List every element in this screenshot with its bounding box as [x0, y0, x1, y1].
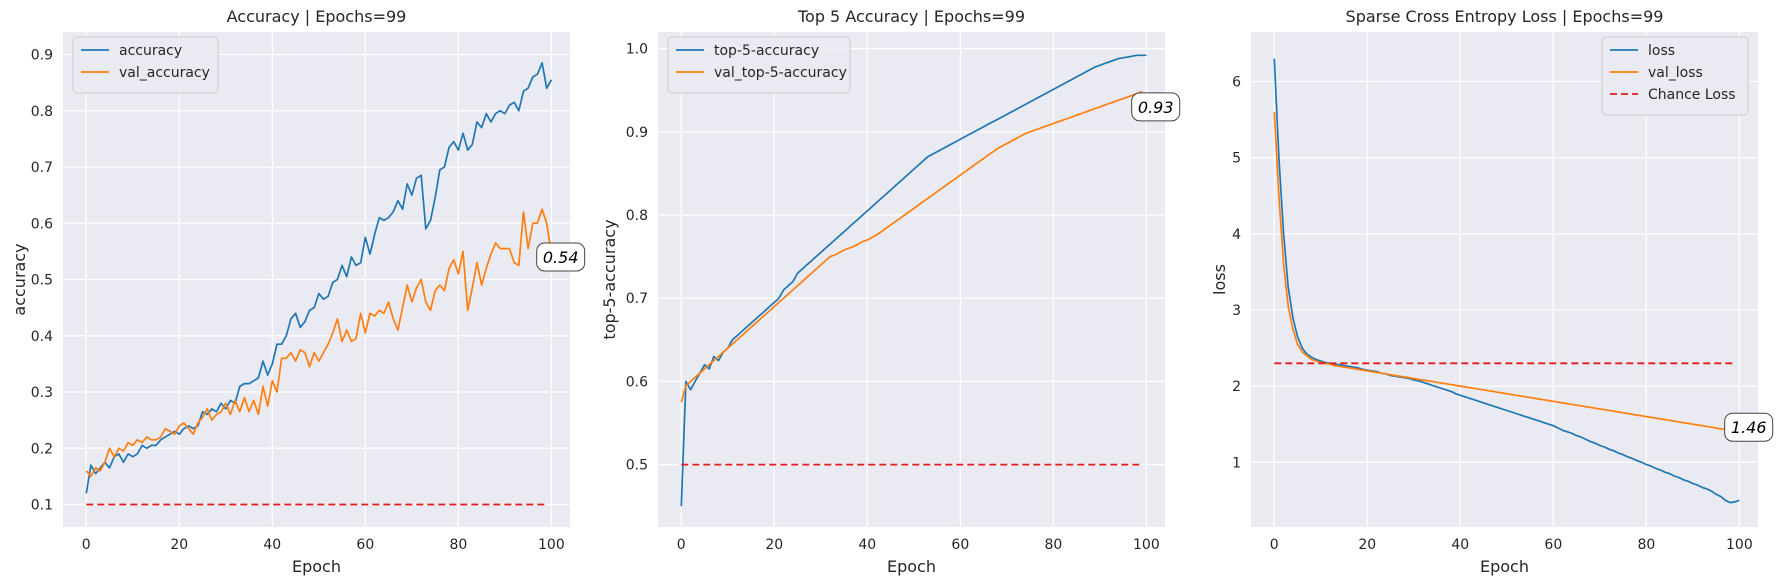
legend-label: loss — [1648, 43, 1675, 59]
y-tick-label: 0.9 — [626, 125, 648, 141]
chart-panel-2: 0 20 40 60 80 100 0.5 0.6 0.7 0.8 0.9 1.0 Epoch top-5… — [600, 7, 1181, 576]
legend-box — [667, 36, 851, 94]
annotation: 0.54 — [536, 242, 586, 272]
y-tick-label: 2 — [1232, 379, 1241, 395]
x-tick-label: 20 — [765, 537, 783, 553]
annotation: 1.46 — [1724, 412, 1774, 442]
y-tick-label: 5 — [1232, 151, 1241, 167]
y-tick-label: 0.3 — [31, 385, 53, 401]
x-axis-label: Epoch — [887, 557, 936, 576]
series-line-val-accuracy — [85, 208, 553, 478]
x-axis-label: Epoch — [1480, 557, 1529, 576]
legend: top-5-accuracy val_top-5-accuracy — [667, 36, 851, 94]
annotation-label: 0.54 — [543, 248, 579, 267]
y-tick-label: 0.9 — [31, 48, 53, 64]
y-tick-label: 0.5 — [626, 458, 648, 474]
x-tick-label: 20 — [170, 537, 188, 553]
annotation: 0.93 — [1131, 92, 1181, 122]
x-tick-label: 40 — [858, 537, 876, 553]
x-axis-label: Epoch — [292, 557, 341, 576]
x-tick-label: 60 — [356, 537, 374, 553]
annotation-box — [1724, 412, 1774, 442]
series-line-accuracy — [85, 62, 553, 494]
series-line-val-loss — [1273, 111, 1741, 441]
annotation-label: 1.46 — [1731, 418, 1767, 437]
chart-title: Accuracy | Epochs=99 — [227, 7, 407, 26]
x-tick-label: 40 — [1451, 537, 1469, 553]
x-tick-label: 0 — [1270, 537, 1279, 553]
legend: loss val_loss Chance Loss — [1601, 36, 1749, 116]
y-axis-label: accuracy — [10, 243, 29, 315]
legend-box — [72, 36, 219, 94]
chart-title: Sparse Cross Entropy Loss | Epochs=99 — [1346, 7, 1664, 26]
x-tick-label: 80 — [449, 537, 467, 553]
legend-label: accuracy — [119, 43, 182, 59]
legend-label: val_top-5-accuracy — [714, 65, 847, 81]
x-tick-label: 20 — [1358, 537, 1376, 553]
plot-area — [658, 32, 1165, 527]
y-tick-label: 6 — [1232, 75, 1241, 91]
x-tick-label: 0 — [677, 537, 686, 553]
y-axis-label: top-5-accuracy — [600, 219, 619, 339]
legend-box — [1601, 36, 1749, 116]
x-tick-label: 0 — [82, 537, 91, 553]
y-tick-label: 0.6 — [626, 374, 648, 390]
series-line-top-5-accuracy — [680, 54, 1147, 507]
legend-label: val_accuracy — [119, 65, 210, 81]
annotation-box — [536, 242, 586, 272]
y-tick-label: 1 — [1232, 455, 1241, 471]
y-tick-label: 0.1 — [31, 498, 53, 514]
y-tick-label: 0.7 — [31, 160, 53, 176]
x-tick-label: 80 — [1637, 537, 1655, 553]
annotation-label: 0.93 — [1138, 98, 1174, 117]
y-tick-label: 4 — [1232, 227, 1241, 243]
series-line-loss — [1273, 58, 1740, 504]
x-tick-label: 60 — [1544, 537, 1562, 553]
annotation-box — [1131, 92, 1181, 122]
legend-label: top-5-accuracy — [714, 43, 819, 59]
chart-panel-1: 0 20 40 60 80 100 0.1 0.2 0.3 0.4 0.5 0.6 0.7 0.8 0.9 E… — [10, 7, 586, 576]
y-tick-label: 0.4 — [31, 329, 53, 345]
y-tick-label: 1.0 — [626, 42, 648, 58]
legend: accuracy val_accuracy — [72, 36, 219, 94]
chart-title: Top 5 Accuracy | Epochs=99 — [797, 7, 1025, 26]
x-tick-label: 40 — [263, 537, 281, 553]
x-tick-label: 100 — [1133, 537, 1160, 553]
legend-label: Chance Loss — [1648, 87, 1736, 103]
legend-label: val_loss — [1648, 65, 1703, 81]
y-tick-label: 0.8 — [626, 208, 648, 224]
x-tick-label: 60 — [951, 537, 969, 553]
series-line-val-top-5-accuracy — [680, 91, 1148, 403]
y-tick-label: 0.7 — [626, 291, 648, 307]
chart-panel-3: 0 20 40 60 80 100 1 2 3 4 5 6 Epoch loss Sparse Cross … — [1210, 7, 1774, 576]
y-tick-label: 0.8 — [31, 104, 53, 120]
x-tick-label: 100 — [538, 537, 565, 553]
y-axis-label: loss — [1210, 264, 1229, 295]
x-tick-label: 80 — [1044, 537, 1062, 553]
y-tick-label: 0.6 — [31, 216, 53, 232]
y-tick-label: 3 — [1232, 303, 1241, 319]
x-tick-label: 100 — [1726, 537, 1753, 553]
y-tick-label: 0.5 — [31, 273, 53, 289]
y-tick-label: 0.2 — [31, 441, 53, 457]
